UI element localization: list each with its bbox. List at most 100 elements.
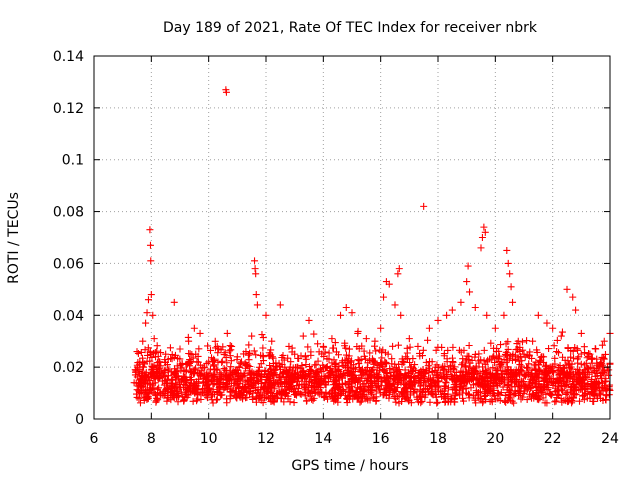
roti-data-point: [190, 324, 198, 332]
roti-background-point: [136, 388, 144, 396]
roti-background-point: [590, 364, 598, 372]
roti-data-point: [483, 311, 491, 319]
roti-background-point: [419, 346, 427, 354]
roti-background-point: [562, 381, 570, 389]
roti-background-point: [562, 389, 570, 397]
roti-background-point: [346, 385, 354, 393]
roti-background-point: [538, 370, 546, 378]
roti-background-point: [174, 354, 182, 362]
roti-background-point: [314, 357, 322, 365]
roti-background-point: [548, 368, 556, 376]
roti-background-point: [329, 344, 337, 352]
roti-background-point: [142, 368, 150, 376]
roti-background-point: [295, 381, 303, 389]
roti-background-point: [588, 359, 596, 367]
chart-title: Day 189 of 2021, Rate Of TEC Index for r…: [163, 20, 538, 36]
roti-background-point: [193, 397, 201, 405]
roti-background-point: [404, 389, 412, 397]
roti-background-point: [324, 372, 332, 380]
roti-background-point: [140, 386, 148, 394]
roti-background-point: [180, 366, 188, 374]
roti-background-point: [497, 341, 505, 349]
roti-background-point: [381, 385, 389, 393]
roti-background-point: [432, 346, 440, 354]
roti-background-point: [298, 371, 306, 379]
roti-background-point: [153, 394, 161, 402]
roti-data-point: [491, 324, 499, 332]
roti-background-point: [205, 387, 213, 395]
roti-background-point: [496, 363, 504, 371]
roti-background-point: [194, 375, 202, 383]
roti-background-point: [514, 381, 522, 389]
roti-background-point: [212, 396, 220, 404]
roti-background-point: [504, 396, 512, 404]
roti-data-point: [136, 358, 144, 366]
roti-background-point: [496, 379, 504, 387]
grid-layer: [94, 56, 610, 419]
roti-background-point: [321, 393, 329, 401]
roti-data-point: [162, 350, 170, 358]
roti-background-point: [212, 365, 220, 373]
roti-background-point: [312, 361, 320, 369]
roti-background-point: [434, 378, 442, 386]
roti-background-point: [140, 363, 148, 371]
roti-data-point: [377, 324, 385, 332]
roti-background-point: [562, 371, 570, 379]
roti-data-point: [371, 337, 379, 345]
roti-background-point: [426, 398, 434, 406]
roti-background-point: [266, 352, 274, 360]
roti-background-point: [488, 372, 496, 380]
roti-data-point: [196, 329, 204, 337]
roti-background-point: [279, 368, 287, 376]
x-tick-label: 20: [486, 431, 504, 447]
roti-data-point: [500, 311, 508, 319]
roti-background-point: [465, 394, 473, 402]
roti-background-point: [231, 379, 239, 387]
roti-background-point: [473, 374, 481, 382]
roti-background-point: [146, 347, 154, 355]
roti-background-point: [211, 337, 219, 345]
roti-background-point: [355, 363, 363, 371]
roti-background-point: [468, 356, 476, 364]
roti-data-point: [144, 296, 152, 304]
roti-background-point: [449, 343, 457, 351]
roti-background-point: [147, 373, 155, 381]
data-layer: [130, 86, 614, 407]
roti-background-point: [528, 354, 536, 362]
roti-data-point: [149, 311, 157, 319]
roti-background-point: [259, 399, 267, 407]
roti-background-point: [143, 357, 151, 365]
roti-background-point: [564, 375, 572, 383]
roti-data-point: [228, 342, 236, 350]
roti-background-point: [156, 389, 164, 397]
roti-background-point: [341, 379, 349, 387]
roti-background-point: [233, 394, 241, 402]
roti-data-point: [394, 270, 402, 278]
roti-background-point: [542, 390, 550, 398]
roti-background-point: [197, 396, 205, 404]
roti-data-point: [391, 301, 399, 309]
roti-background-point: [600, 370, 608, 378]
roti-background-point: [492, 367, 500, 375]
roti-background-point: [550, 369, 558, 377]
roti-background-point: [593, 392, 601, 400]
roti-background-point: [358, 342, 366, 350]
roti-data-point: [233, 353, 241, 361]
roti-background-point: [442, 368, 450, 376]
roti-data-point: [448, 306, 456, 314]
roti-background-point: [275, 383, 283, 391]
roti-background-point: [404, 380, 412, 388]
roti-background-point: [226, 352, 234, 360]
roti-background-point: [503, 363, 511, 371]
roti-background-point: [488, 396, 496, 404]
roti-background-point: [413, 388, 421, 396]
roti-background-point: [468, 369, 476, 377]
roti-background-point: [523, 363, 531, 371]
roti-background-point: [259, 352, 267, 360]
roti-background-point: [250, 347, 258, 355]
roti-data-point: [420, 202, 428, 210]
roti-background-point: [294, 363, 302, 371]
roti-background-point: [434, 398, 442, 406]
roti-background-point: [222, 367, 230, 375]
